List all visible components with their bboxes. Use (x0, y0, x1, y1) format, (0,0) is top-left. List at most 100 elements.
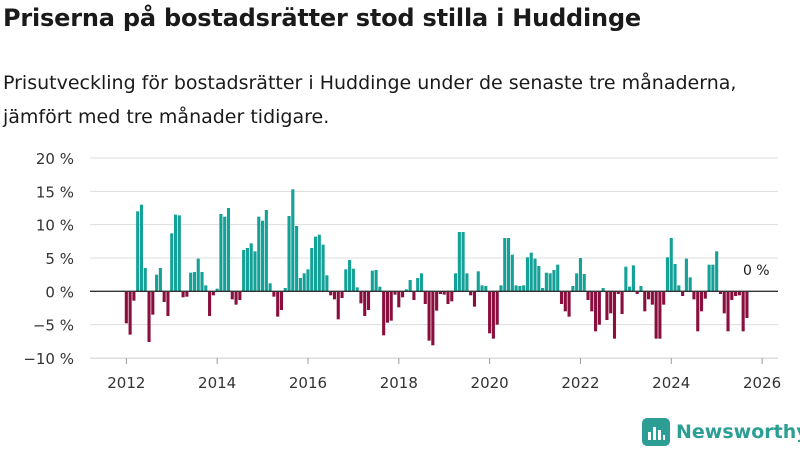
bar (476, 271, 480, 292)
bar (590, 291, 594, 312)
bar (491, 291, 495, 339)
bar (616, 291, 620, 294)
bar (427, 291, 431, 341)
bar (416, 278, 420, 292)
bar (143, 268, 147, 292)
bar (302, 273, 306, 292)
y-tick-label: 20 % (36, 150, 74, 168)
bar (438, 291, 442, 294)
latest-value-annotation: 0 % (743, 263, 770, 279)
bar (631, 265, 635, 292)
y-tick-label: −10 % (23, 350, 74, 368)
y-tick-label: −5 % (33, 317, 74, 335)
bar (245, 248, 249, 292)
bar (404, 289, 408, 292)
x-tick-label: 2020 (471, 374, 509, 392)
bar (310, 248, 314, 292)
bar (268, 283, 272, 292)
bar (279, 291, 284, 310)
bar (177, 215, 181, 292)
bar (321, 244, 325, 292)
bar (332, 291, 337, 300)
bar (484, 286, 488, 292)
bar (734, 291, 738, 296)
bar (192, 272, 196, 292)
bar (366, 291, 371, 310)
bar (408, 280, 412, 292)
x-tick-label: 2024 (652, 374, 690, 392)
bar (344, 269, 348, 292)
bar (276, 291, 280, 317)
bar (291, 189, 295, 292)
bar (378, 286, 382, 292)
bar (563, 291, 567, 312)
bar (423, 291, 427, 304)
bar (681, 291, 685, 296)
bar (253, 251, 257, 292)
bar (684, 258, 688, 292)
bar (374, 270, 378, 292)
bar (639, 286, 643, 292)
bar (541, 288, 545, 292)
x-tick-label: 2016 (289, 374, 327, 392)
bar (359, 291, 363, 304)
bar (601, 288, 605, 292)
bar (147, 291, 151, 342)
bar (412, 291, 416, 300)
axes: 20 % 15 % 10 % 5 % 0 % −5 % −10 % 2012 2014 2016 2… (23, 150, 781, 392)
bar (688, 277, 692, 292)
bar (658, 291, 662, 339)
bar (230, 291, 234, 300)
bar (348, 260, 352, 292)
bar (548, 273, 552, 292)
bar (401, 291, 405, 298)
x-tick-label: 2018 (380, 374, 418, 392)
x-tick-label: 2022 (561, 374, 599, 392)
bar (136, 211, 140, 292)
bar (556, 264, 560, 292)
bar (264, 210, 268, 292)
bars (124, 189, 749, 346)
y-tick-label: 15 % (36, 183, 74, 201)
bar (306, 269, 310, 292)
bar (654, 291, 658, 339)
bar (442, 291, 446, 295)
bar (242, 250, 246, 292)
x-tick-label: 2026 (743, 374, 781, 392)
bar (200, 272, 204, 292)
newsworthy-logo[interactable]: Newsworthy (642, 418, 800, 446)
bar (317, 234, 321, 292)
y-tick-label: 0 % (45, 283, 74, 301)
bar (158, 268, 162, 292)
bar (336, 291, 340, 320)
bar (435, 291, 439, 311)
bar (181, 291, 185, 298)
bar (711, 264, 715, 292)
bar (325, 275, 329, 292)
bar (635, 291, 639, 294)
bar (261, 220, 265, 292)
bar (662, 291, 666, 305)
bar (514, 285, 518, 292)
bar (234, 291, 238, 305)
bar (692, 291, 696, 300)
bar (707, 264, 711, 292)
bar (647, 291, 651, 300)
x-tick-label: 2012 (107, 374, 145, 392)
bar (155, 274, 159, 292)
bar (450, 291, 454, 302)
bar (363, 291, 367, 316)
bar (703, 291, 707, 299)
bar (605, 291, 609, 320)
bar (283, 288, 287, 292)
bar (620, 291, 624, 314)
bar (737, 291, 741, 296)
bar (499, 285, 503, 292)
bar (454, 273, 458, 292)
brand-name: Newsworthy (676, 421, 800, 443)
bar (575, 273, 579, 292)
bar (643, 291, 647, 312)
bar (355, 287, 359, 292)
bar (609, 291, 613, 314)
